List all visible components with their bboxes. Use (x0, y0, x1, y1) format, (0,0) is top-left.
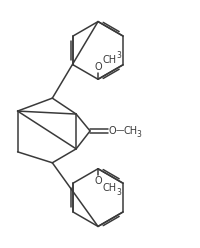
Text: 3: 3 (116, 51, 121, 60)
Text: 3: 3 (136, 130, 141, 139)
Text: 3: 3 (116, 188, 121, 197)
Text: CH: CH (102, 183, 117, 193)
Text: O: O (94, 62, 101, 72)
Text: CH: CH (102, 55, 117, 65)
Text: CH: CH (123, 126, 137, 136)
Text: O: O (94, 176, 101, 186)
Text: —: — (115, 126, 124, 135)
Text: O: O (108, 126, 116, 136)
